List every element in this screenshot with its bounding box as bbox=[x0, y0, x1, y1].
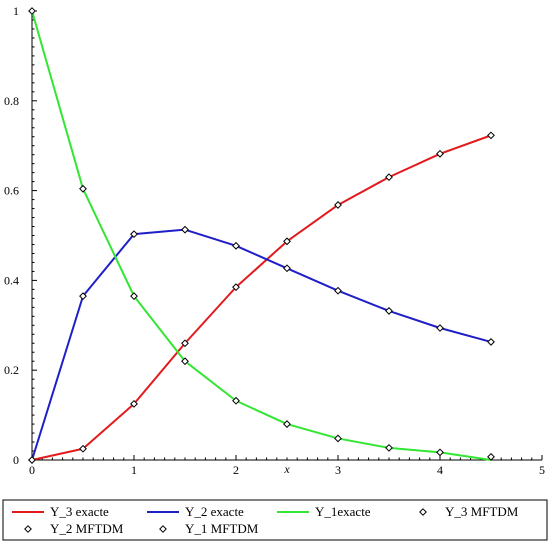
x-tick-label: 2 bbox=[233, 463, 239, 477]
y-tick-label: 0.2 bbox=[4, 363, 19, 377]
series-line bbox=[31, 134, 492, 461]
series-3 bbox=[31, 10, 492, 461]
data-point-diamond bbox=[232, 241, 240, 250]
legend-label: Y_3 MFTDM bbox=[445, 504, 519, 519]
data-point-diamond bbox=[487, 338, 495, 346]
legend-swatch-diamond bbox=[419, 508, 427, 516]
data-point-diamond bbox=[436, 149, 444, 158]
data-point-diamond bbox=[385, 173, 393, 182]
data-point-diamond bbox=[334, 434, 342, 443]
legend-swatch-diamond bbox=[24, 525, 32, 533]
legend: Y_3 exacte Y_2 exacte Y_1exacte Y_3 MFTDM Y_… bbox=[2, 499, 548, 541]
legend-label: Y_1exacte bbox=[315, 504, 371, 519]
legend-item: Y_1 MFTDM bbox=[159, 521, 259, 536]
legend-label: Y_1 MFTDM bbox=[185, 521, 259, 536]
y-tick-label: 0.6 bbox=[4, 184, 19, 198]
legend-item: Y_2 exacte bbox=[147, 504, 244, 519]
series-line bbox=[31, 10, 492, 461]
data-point-diamond bbox=[283, 420, 291, 428]
data-point-diamond bbox=[232, 283, 240, 292]
data-point-diamond bbox=[232, 396, 240, 405]
data-point-diamond bbox=[181, 339, 189, 348]
legend-box bbox=[2, 499, 548, 541]
data-point-diamond bbox=[130, 292, 138, 301]
data-point-diamond bbox=[28, 456, 36, 464]
legend-label: Y_2 exacte bbox=[185, 504, 244, 519]
legend-item: Y_1exacte bbox=[277, 504, 371, 519]
series-6 bbox=[28, 7, 495, 461]
x-axis-label: x bbox=[283, 462, 290, 476]
y-tick-label: 0 bbox=[13, 453, 19, 467]
data-point-diamond bbox=[487, 452, 495, 461]
x-tick-label: 1 bbox=[131, 463, 137, 477]
legend-item: Y_3 exacte bbox=[12, 504, 109, 519]
y-tick-label: 0.8 bbox=[4, 94, 19, 108]
x-tick-label: 0 bbox=[29, 463, 35, 477]
data-point-diamond bbox=[385, 443, 393, 452]
legend-item: Y_3 MFTDM bbox=[419, 504, 519, 519]
data-point-diamond bbox=[28, 7, 36, 15]
x-tick-label: 5 bbox=[539, 463, 545, 477]
data-point-diamond bbox=[181, 225, 189, 234]
legend-label: Y_2 MFTDM bbox=[50, 521, 124, 536]
x-tick-label: 3 bbox=[335, 463, 341, 477]
data-point-diamond bbox=[130, 399, 138, 408]
series-line bbox=[31, 228, 492, 461]
series-4 bbox=[28, 131, 495, 464]
legend-item: Y_2 MFTDM bbox=[24, 521, 124, 536]
legend-label: Y_3 exacte bbox=[50, 504, 109, 519]
data-point-diamond bbox=[79, 444, 87, 453]
data-point-diamond bbox=[487, 131, 495, 140]
series-layer bbox=[28, 7, 495, 464]
series-1 bbox=[31, 134, 492, 461]
data-point-diamond bbox=[283, 264, 291, 273]
y-tick-label: 1 bbox=[13, 4, 19, 18]
x-tick-label: 4 bbox=[437, 463, 443, 477]
data-point-diamond bbox=[181, 357, 189, 366]
data-point-diamond bbox=[334, 286, 342, 295]
series-5 bbox=[28, 225, 495, 464]
data-point-diamond bbox=[385, 307, 393, 315]
data-point-diamond bbox=[334, 201, 342, 209]
data-point-diamond bbox=[79, 292, 87, 301]
legend-swatch-diamond bbox=[159, 525, 167, 533]
y-tick-label: 0.4 bbox=[4, 273, 19, 287]
data-point-diamond bbox=[436, 324, 444, 332]
data-point-diamond bbox=[79, 184, 87, 193]
data-point-diamond bbox=[283, 237, 291, 246]
data-point-diamond bbox=[436, 448, 444, 457]
data-point-diamond bbox=[130, 230, 138, 239]
series-2 bbox=[31, 228, 492, 461]
axes: 0 1 2 3 4 5 0 0.2 0.4 0.6 0.8 1 bbox=[4, 4, 545, 477]
